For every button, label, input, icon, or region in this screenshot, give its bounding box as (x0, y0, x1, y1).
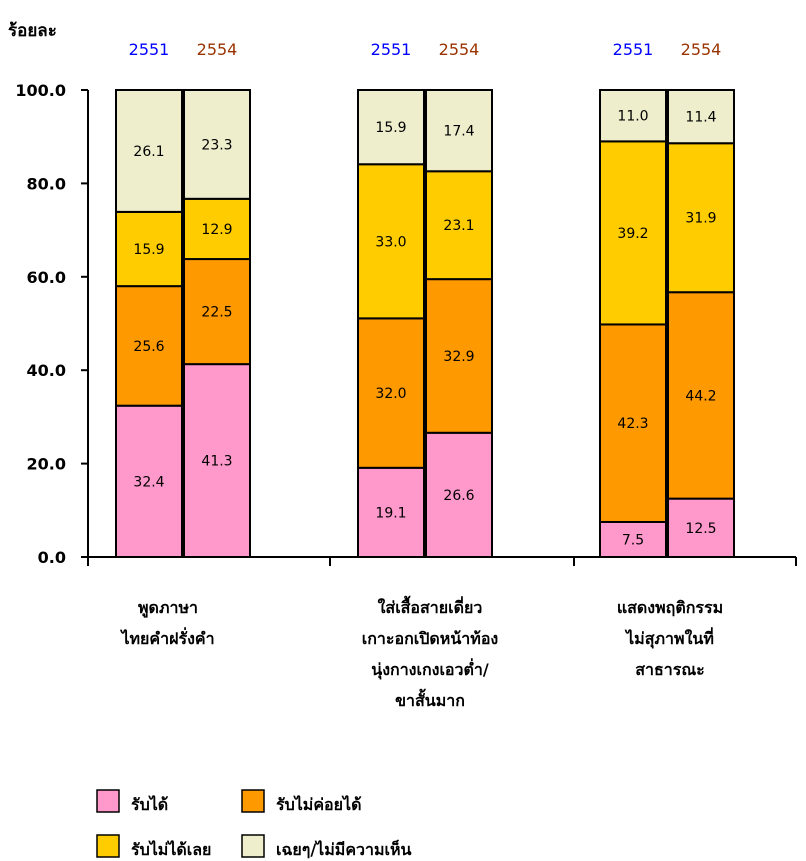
bar-segment (599, 323, 667, 523)
data-label: 15.9 (375, 120, 406, 136)
category-label: ไม่สุภาพในที่ (624, 627, 714, 649)
data-label: 11.0 (617, 109, 648, 125)
data-label: 26.6 (443, 488, 474, 504)
year-label: 2551 (371, 40, 412, 59)
data-label: 26.1 (133, 144, 164, 160)
legend-label: รับไม่ได้เลย (131, 840, 211, 859)
data-label: 15.9 (133, 242, 164, 258)
data-label: 33.0 (375, 234, 406, 250)
category-label: เกาะอกเปิดหน้าท้อง (362, 629, 498, 648)
y-tick-label: 0.0 (38, 548, 66, 567)
year-label: 2554 (439, 40, 480, 59)
bar-segment (115, 404, 183, 558)
y-tick-label: 20.0 (27, 455, 66, 474)
data-label: 22.5 (201, 305, 232, 321)
bar-segment (183, 197, 251, 261)
category-label: พูดภาษา (138, 598, 198, 619)
legend-swatch (241, 834, 265, 858)
data-label: 42.3 (617, 416, 648, 432)
bar-segment (115, 285, 183, 407)
bar-segment (599, 140, 667, 326)
bar-segment (183, 89, 251, 200)
category-label: ใส่เสื้อสายเดี่ยว (378, 595, 483, 617)
data-label: 44.2 (685, 388, 716, 404)
bar-segment (357, 317, 425, 469)
year-label: 2551 (613, 40, 654, 59)
legend-label: รับไม่ค่อยได้ (276, 795, 361, 814)
data-label: 12.5 (685, 521, 716, 537)
legend-label: รับได้ (131, 795, 168, 814)
axes-group: 0.0 20.0 40.0 60.0 80.0 100.0 2551 2554 2551 2554… (15, 40, 797, 567)
year-label: 2554 (681, 40, 722, 59)
data-label: 11.4 (685, 110, 716, 126)
data-label: 12.9 (201, 222, 232, 238)
bar-segment (357, 89, 425, 166)
legend-label: เฉยๆ/ไม่มีความเห็น (276, 838, 412, 859)
data-label: 25.6 (133, 339, 164, 355)
category-label: สาธารณะ (635, 660, 705, 679)
legend: รับได้ รับไม่ค่อยได้รับไม่ได้เลย เฉยๆ/ไม่ม… (96, 789, 412, 859)
year-label: 2554 (197, 40, 238, 59)
bar-segment (599, 520, 667, 558)
category-label: ไทยคำฝรั่งคำ (119, 627, 214, 648)
data-label: 41.3 (201, 454, 232, 470)
bar-segment (667, 142, 735, 294)
bar-segment (183, 258, 251, 366)
data-label: 39.2 (617, 226, 648, 242)
bar-segment (425, 89, 493, 173)
data-label: 31.9 (685, 211, 716, 227)
data-label: 19.1 (375, 505, 406, 521)
bar-segment (667, 89, 735, 145)
data-label: 23.1 (443, 218, 474, 234)
category-label: แสดงพฤติกรรม (617, 598, 723, 617)
category-label: นุ่งกางเกงเอวต่ำ/ (371, 658, 489, 680)
data-label: 32.4 (133, 474, 164, 490)
category-label: ขาสั้นมาก (395, 688, 465, 710)
data-label: 17.4 (443, 124, 474, 140)
y-axis-title: ร้อยละ (8, 21, 57, 41)
bars-group: 32.4 25.6 15.9 26.1 41.3 22.5 12.9 23.3 19.1 32.0… (115, 89, 735, 559)
y-tick-label: 100.0 (15, 81, 66, 100)
data-label: 32.9 (443, 349, 474, 365)
legend-swatch (241, 789, 265, 813)
bar-segment (599, 89, 667, 143)
y-tick-label: 60.0 (27, 268, 66, 287)
year-label: 2551 (129, 40, 170, 59)
y-tick-label: 80.0 (27, 174, 66, 193)
data-label: 23.3 (201, 137, 232, 153)
bar-segment (115, 89, 183, 213)
bar-segment (357, 163, 425, 320)
legend-swatch (96, 834, 120, 858)
data-label: 7.5 (622, 532, 644, 548)
y-tick-label: 40.0 (27, 361, 66, 380)
bar-segment (425, 170, 493, 281)
legend-swatch (96, 789, 120, 813)
data-label: 32.0 (375, 386, 406, 402)
